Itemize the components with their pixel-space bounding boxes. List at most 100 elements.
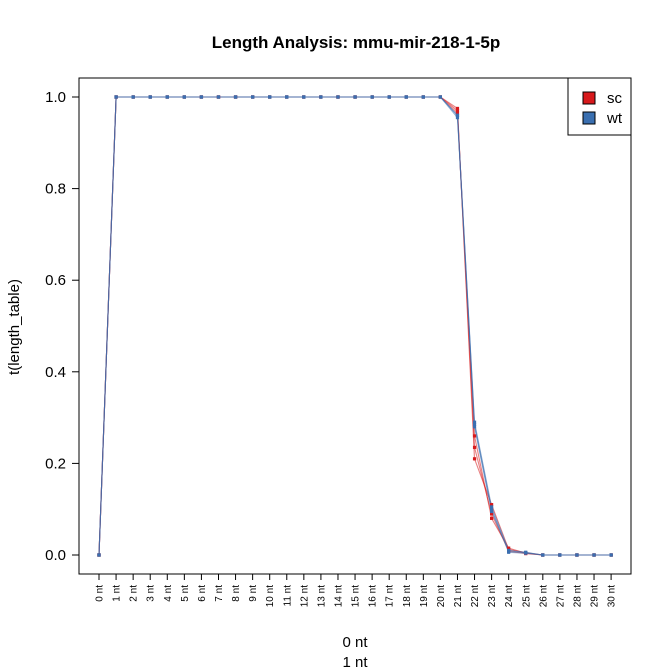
y-tick-label: 0.8 (45, 181, 66, 198)
plot-frame (78, 77, 632, 575)
x-tick-label: 25 nt (521, 585, 532, 607)
data-point-sc (490, 516, 494, 520)
data-point-wt (490, 507, 494, 511)
series-line-wt (98, 96, 612, 556)
y-tick-label: 1.0 (45, 89, 66, 106)
data-point-wt (353, 95, 357, 99)
x-tick-label: 11 nt (282, 585, 293, 607)
y-axis: 0.0 0.2 0.4 0.6 0.8 1.0 (45, 89, 80, 564)
data-point-sc (455, 106, 460, 111)
y-tick-label: 0.6 (45, 272, 66, 289)
legend-label-sc: sc (607, 90, 623, 107)
y-tick-label: 0.4 (45, 364, 66, 381)
data-point-wt (490, 509, 494, 514)
data-point-wt (404, 95, 408, 99)
x-axis-label-line-1: 0 nt (342, 634, 368, 651)
x-tick-label: 30 nt (607, 585, 618, 607)
chart-title: Length Analysis: mmu-mir-218-1-5p (212, 33, 500, 52)
x-tick-label: 5 nt (180, 585, 191, 602)
series-line-sc (98, 96, 612, 556)
x-tick-label: 1 nt (112, 585, 123, 602)
x-axis-label-line-2: 1 nt (342, 654, 368, 671)
data-point-sc (490, 503, 494, 507)
y-tick-label: 0.0 (45, 547, 66, 564)
x-tick-label: 22 nt (470, 585, 481, 607)
x-tick-label: 27 nt (555, 585, 566, 607)
data-point-wt (302, 95, 306, 99)
data-point-wt (524, 551, 528, 555)
data-point-wt (268, 95, 272, 99)
x-tick-label: 16 nt (368, 585, 379, 607)
data-point-wt (199, 95, 204, 99)
data-point-wt (285, 95, 289, 99)
legend-box (567, 77, 632, 136)
series-lines (98, 96, 612, 556)
x-tick-label: 24 nt (504, 585, 515, 607)
x-tick-label: 3 nt (146, 585, 157, 602)
x-tick-label: 19 nt (419, 585, 430, 607)
data-point-sc (472, 457, 477, 461)
x-tick-label: 20 nt (436, 585, 447, 607)
data-point-wt (182, 95, 186, 99)
series-line-wt (98, 96, 612, 556)
data-point-wt (319, 95, 323, 99)
y-tick-label: 0.2 (45, 455, 66, 472)
x-tick-label: 14 nt (333, 585, 344, 607)
data-point-wt (165, 95, 169, 99)
x-tick-label: 17 nt (385, 585, 396, 607)
x-tick-label: 26 nt (538, 585, 549, 607)
data-point-sc (455, 111, 460, 115)
data-point-wt (438, 95, 442, 99)
data-point-wt (421, 95, 425, 99)
data-point-wt (387, 95, 391, 99)
data-point-wt (216, 95, 221, 99)
data-point-sc (490, 512, 494, 516)
x-tick-label: 15 nt (351, 585, 362, 607)
data-point-wt (455, 113, 460, 117)
data-point-wt (472, 420, 477, 424)
x-tick-label: 23 nt (487, 585, 498, 607)
x-tick-label: 10 nt (265, 585, 276, 607)
legend-swatch-wt (582, 111, 596, 125)
x-tick-label: 13 nt (316, 585, 327, 607)
data-point-wt (592, 553, 596, 557)
x-tick-label: 9 nt (248, 585, 259, 602)
x-tick-label: 29 nt (590, 585, 601, 607)
x-tick-label: 7 nt (214, 585, 225, 602)
data-point-wt (370, 95, 374, 99)
legend: sc wt (567, 77, 632, 136)
x-tick-label: 0 nt (95, 585, 106, 602)
data-point-wt (575, 553, 579, 557)
data-point-wt (455, 116, 460, 120)
x-axis: 0 nt 1 nt 2 nt 3 nt 4 nt 5 nt 6 nt 7 nt 8 nt 9 nt… (95, 573, 618, 607)
x-tick-label: 12 nt (299, 585, 310, 607)
data-point-wt (97, 553, 101, 557)
x-tick-label: 28 nt (572, 585, 583, 607)
legend-swatch-sc (582, 91, 596, 105)
series-line-sc (98, 96, 612, 556)
data-point-sc (472, 445, 477, 449)
series-line-wt (98, 96, 612, 556)
data-point-sc (507, 546, 511, 550)
y-axis-label: t(length_table) (6, 279, 23, 375)
data-point-wt (233, 95, 238, 99)
data-point-wt (507, 549, 511, 553)
data-point-wt (472, 425, 477, 429)
x-tick-label: 4 nt (163, 585, 174, 602)
data-point-wt (472, 422, 477, 427)
data-point-wt (558, 553, 562, 557)
data-point-wt (114, 95, 118, 99)
x-tick-label: 6 nt (197, 585, 208, 602)
data-point-wt (336, 95, 340, 99)
series-points (97, 95, 613, 557)
data-point-wt (148, 95, 152, 99)
data-point-sc (472, 434, 477, 438)
data-point-wt (541, 553, 545, 557)
data-point-wt (251, 95, 255, 99)
x-tick-label: 8 nt (231, 585, 242, 602)
series-line-sc (98, 96, 612, 556)
legend-label-wt: wt (606, 110, 623, 127)
data-point-wt (131, 95, 135, 99)
data-point-sc (455, 109, 460, 113)
